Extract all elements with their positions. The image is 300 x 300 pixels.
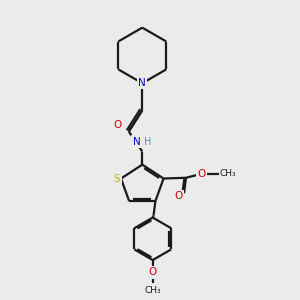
Text: CH₃: CH₃: [220, 169, 237, 178]
Text: N: N: [133, 136, 140, 146]
Text: N: N: [138, 78, 146, 88]
Text: O: O: [174, 191, 182, 201]
Text: CH₃: CH₃: [144, 286, 161, 295]
Text: O: O: [148, 267, 157, 278]
Text: S: S: [114, 173, 120, 184]
Text: H: H: [144, 136, 152, 146]
Text: O: O: [197, 169, 206, 179]
Text: O: O: [113, 119, 121, 130]
